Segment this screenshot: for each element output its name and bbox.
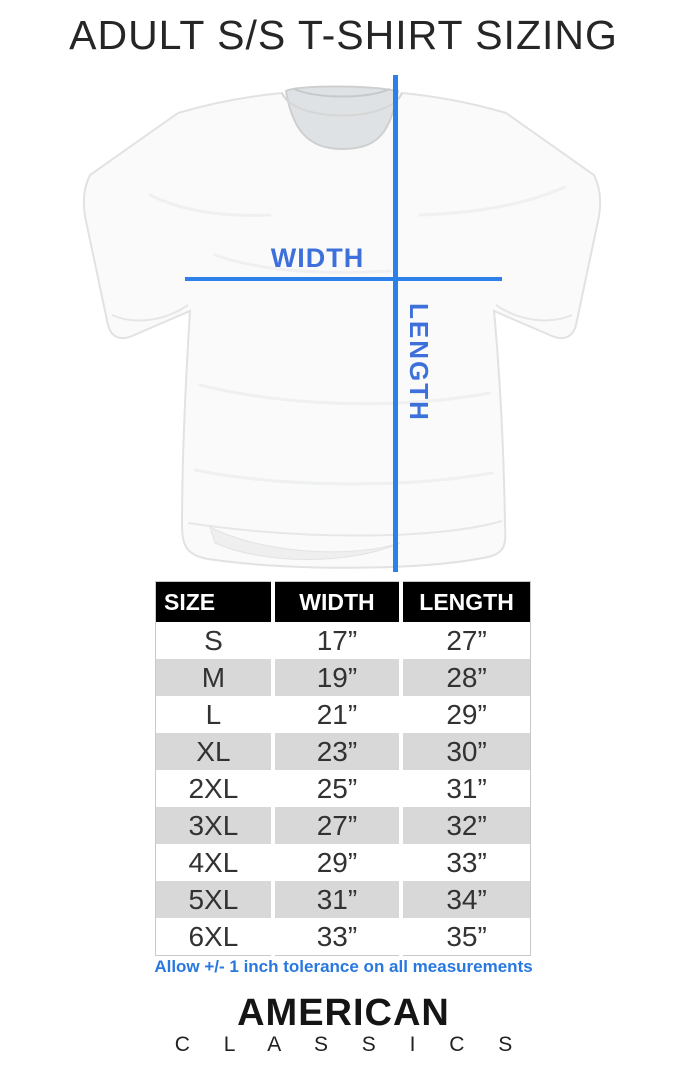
column-header-size: SIZE <box>155 581 273 622</box>
size-table: SIZE WIDTH LENGTH S 17” 27” M 19” 28” L … <box>155 581 531 956</box>
cell-length: 27” <box>399 622 531 659</box>
table-row: M 19” 28” <box>155 659 531 696</box>
table-row: S 17” 27” <box>155 622 531 659</box>
length-measure-line <box>393 75 398 572</box>
brand-logo: AMERICAN C L A S S I C S <box>0 993 687 1057</box>
cell-width: 17” <box>270 622 402 659</box>
hem-seam <box>187 520 503 537</box>
cell-width: 27” <box>270 807 402 844</box>
cell-width: 23” <box>270 733 402 770</box>
cell-width: 21” <box>270 696 402 733</box>
cell-length: 31” <box>399 770 531 807</box>
left-cuff-seam <box>111 304 189 322</box>
cell-size: M <box>155 659 273 696</box>
cell-length: 33” <box>399 844 531 881</box>
cell-size: 2XL <box>155 770 273 807</box>
table-row: XL 23” 30” <box>155 733 531 770</box>
hem-fold <box>209 526 401 560</box>
cell-size: L <box>155 696 273 733</box>
table-row: 6XL 33” 35” <box>155 918 531 956</box>
cell-length: 30” <box>399 733 531 770</box>
tshirt-body <box>82 91 602 569</box>
cell-size: 3XL <box>155 807 273 844</box>
page-title: ADULT S/S T-SHIRT SIZING <box>69 12 618 58</box>
collar-back-seam <box>293 88 391 98</box>
width-measure-line <box>185 277 502 281</box>
brand-subname: C L A S S I C S <box>174 1033 527 1056</box>
column-header-width: WIDTH <box>270 581 402 622</box>
brand-name: AMERICAN <box>237 992 450 1034</box>
cell-size: 5XL <box>155 881 273 918</box>
cell-width: 31” <box>270 881 402 918</box>
column-header-length: LENGTH <box>399 581 531 622</box>
cell-length: 32” <box>399 807 531 844</box>
cell-width: 33” <box>270 918 402 956</box>
tolerance-note: Allow +/- 1 inch tolerance on all measur… <box>154 957 533 976</box>
cell-length: 34” <box>399 881 531 918</box>
cell-size: XL <box>155 733 273 770</box>
cell-size: 4XL <box>155 844 273 881</box>
cell-width: 25” <box>270 770 402 807</box>
table-row: 5XL 31” 34” <box>155 881 531 918</box>
cell-length: 29” <box>399 696 531 733</box>
size-table-header: SIZE WIDTH LENGTH <box>155 581 531 622</box>
size-table-body: S 17” 27” M 19” 28” L 21” 29” XL 23” 30”… <box>155 622 531 956</box>
table-row: 2XL 25” 31” <box>155 770 531 807</box>
width-label: WIDTH <box>270 243 365 273</box>
table-row: 3XL 27” 32” <box>155 807 531 844</box>
cell-length: 28” <box>399 659 531 696</box>
right-cuff-seam <box>495 304 573 322</box>
cell-width: 19” <box>270 659 402 696</box>
cell-length: 35” <box>399 918 531 956</box>
wrinkles <box>148 185 567 486</box>
table-row: L 21” 29” <box>155 696 531 733</box>
table-row: 4XL 29” 33” <box>155 844 531 881</box>
cell-size: 6XL <box>155 918 273 956</box>
collar-opening <box>284 85 400 151</box>
length-label: LENGTH <box>404 303 434 422</box>
cell-width: 29” <box>270 844 402 881</box>
tshirt-diagram: WIDTH LENGTH <box>60 75 620 575</box>
cell-size: S <box>155 622 273 659</box>
tshirt-illustration <box>82 85 602 569</box>
